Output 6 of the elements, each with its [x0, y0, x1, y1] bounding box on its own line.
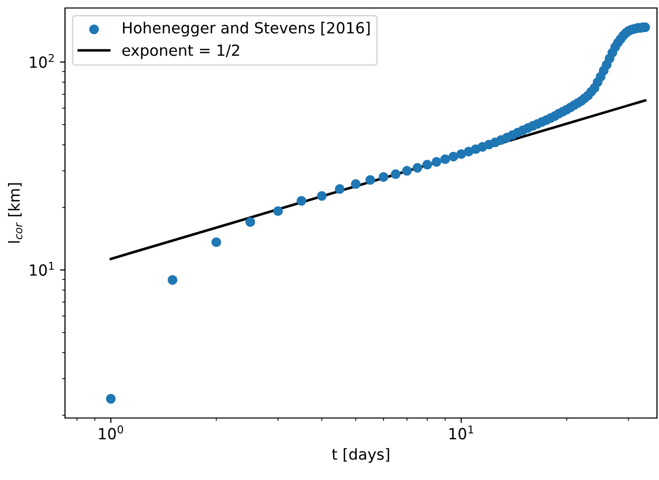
y-axis-title: l$_{cor}$ [km] [8, 183, 22, 243]
legend-label: exponent = 1/2 [122, 44, 240, 59]
legend-label: Hohenegger and Stevens [2016] [123, 22, 370, 37]
x-tick-label: 10$^{0}$ [99, 425, 124, 440]
x-axis-title: t [days] [332, 448, 390, 463]
y-tick-label: 10$^{2}$ [30, 54, 54, 68]
